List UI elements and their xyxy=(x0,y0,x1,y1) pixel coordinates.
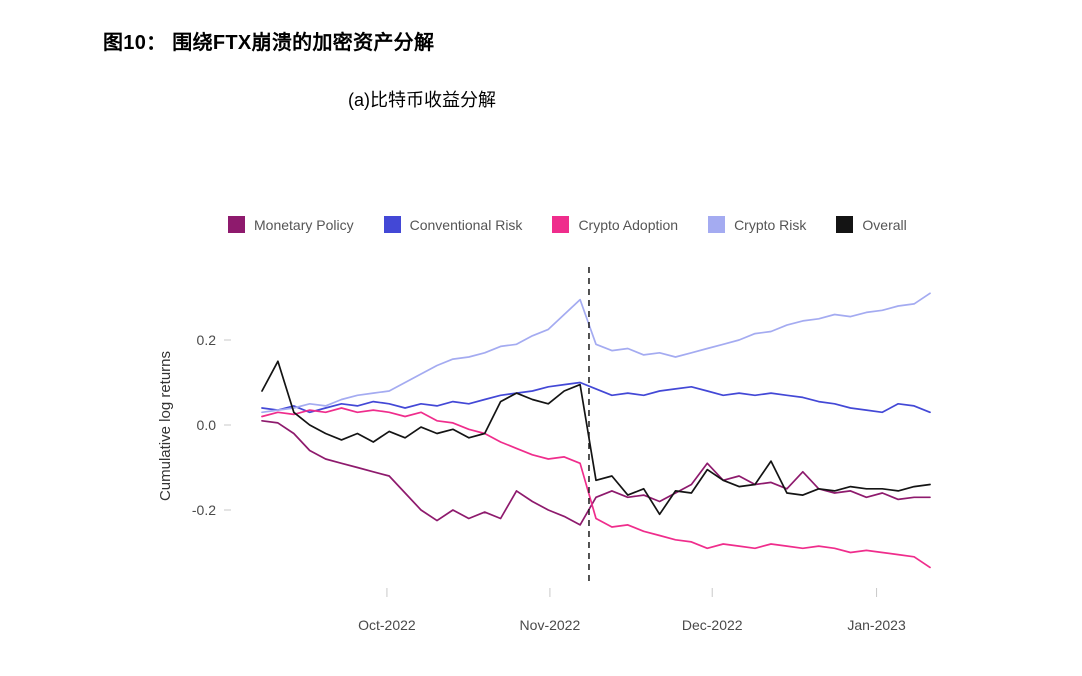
y-tick-label: 0.0 xyxy=(197,417,217,433)
legend-swatch-overall xyxy=(836,216,854,233)
y-tick-label: -0.2 xyxy=(192,502,216,518)
figure-title: 图10： 围绕FTX崩溃的加密资产分解 xyxy=(103,32,435,54)
series-line-crypto-adoption xyxy=(261,407,931,569)
legend-item-crypto-adoption: Crypto Adoption xyxy=(552,216,678,233)
legend-label-crypto-risk: Crypto Risk xyxy=(734,216,807,233)
legend-label-crypto-adoption: Crypto Adoption xyxy=(578,216,679,233)
legend-label-monetary-policy: Monetary Policy xyxy=(254,216,354,233)
x-tick-label: Nov-2022 xyxy=(520,617,581,633)
y-tick-label: 0.2 xyxy=(197,332,217,348)
legend-swatch-monetary-policy xyxy=(228,216,245,233)
series-line-conventional-risk xyxy=(261,381,931,414)
series-line-overall xyxy=(261,360,931,516)
x-tick-label: Dec-2022 xyxy=(682,617,743,633)
legend-item-crypto-risk: Crypto Risk xyxy=(708,216,806,233)
legend-item-conventional-risk: Conventional Risk xyxy=(383,216,523,233)
panel-subtitle: (a)比特币收益分解 xyxy=(348,90,496,110)
x-tick-label: Oct-2022 xyxy=(358,617,416,633)
x-tick-label: Jan-2023 xyxy=(847,617,906,633)
legend-swatch-crypto-adoption xyxy=(552,216,570,233)
legend-item-monetary-policy: Monetary Policy xyxy=(228,216,354,233)
legend-item-overall: Overall xyxy=(836,216,907,233)
chart-legend: Monetary Policy Conventional Risk Crypto A… xyxy=(228,216,907,233)
legend-label-overall: Overall xyxy=(862,216,907,233)
legend-label-conventional-risk: Conventional Risk xyxy=(409,216,523,233)
series-line-crypto-risk xyxy=(261,292,931,414)
legend-swatch-conventional-risk xyxy=(383,216,401,233)
legend-swatch-crypto-risk xyxy=(708,216,726,233)
